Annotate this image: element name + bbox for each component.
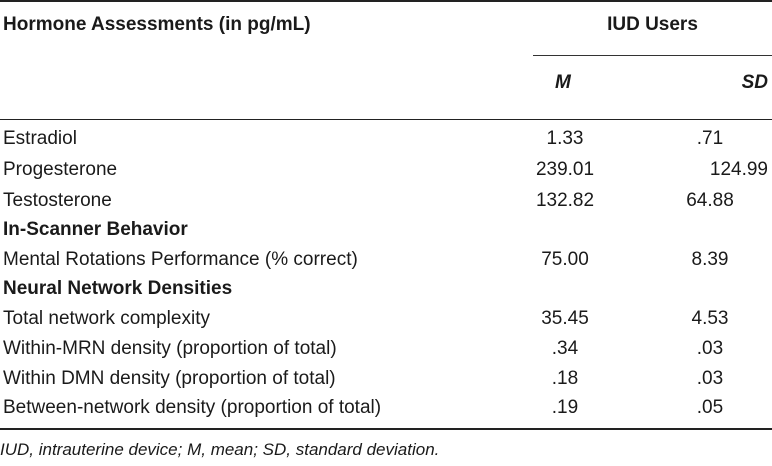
column-header-m: M <box>555 72 571 93</box>
header-title: Hormone Assessments (in pg/mL) <box>3 14 311 35</box>
section-row: In-Scanner Behavior <box>0 214 772 246</box>
table-footnote: IUD, intrauterine device; M, mean; SD, s… <box>0 440 440 459</box>
row-mean: 35.45 <box>541 308 589 329</box>
row-label: Total network complexity <box>3 308 210 329</box>
row-mean: 132.82 <box>535 190 595 211</box>
row-mean: 1.33 <box>546 128 584 149</box>
row-mean: 75.00 <box>541 249 589 270</box>
table-row: Within DMN density (proportion of total)… <box>0 363 772 395</box>
section-label: In-Scanner Behavior <box>3 219 188 240</box>
row-label: Testosterone <box>3 190 112 211</box>
section-row: Neural Network Densities <box>0 273 772 305</box>
row-mean: .18 <box>551 368 579 389</box>
row-sd: 64.88 <box>686 190 734 211</box>
section-label: Neural Network Densities <box>3 278 233 299</box>
column-header-sd: SD <box>741 72 768 93</box>
table-row: Estradiol 1.33 .71 <box>0 123 772 155</box>
table-row: Total network complexity 35.45 4.53 <box>0 303 772 335</box>
row-label: Estradiol <box>3 128 77 149</box>
table-row: Between-network density (proportion of t… <box>0 392 772 424</box>
table-row: Mental Rotations Performance (% correct)… <box>0 244 772 276</box>
header-rule <box>0 119 772 120</box>
row-sd: .71 <box>696 128 724 149</box>
row-label: Mental Rotations Performance (% correct) <box>3 249 358 270</box>
table-row: Testosterone 132.82 64.88 <box>0 185 772 217</box>
row-label: Progesterone <box>3 159 118 180</box>
table-row: Within-MRN density (proportion of total)… <box>0 333 772 365</box>
row-sd: 124.99 <box>709 159 768 180</box>
row-mean: 239.01 <box>535 159 595 180</box>
row-sd: .03 <box>696 338 724 359</box>
group-rule <box>533 55 772 56</box>
row-label: Between-network density (proportion of t… <box>3 397 382 418</box>
row-label: Within-MRN density (proportion of total) <box>3 338 337 359</box>
row-sd: 8.39 <box>691 249 729 270</box>
row-label: Within DMN density (proportion of total) <box>3 368 336 389</box>
group-header: IUD Users <box>607 14 698 35</box>
top-rule <box>0 0 772 2</box>
row-sd: .03 <box>696 368 724 389</box>
table-row: Progesterone 239.01 124.99 <box>0 154 772 186</box>
row-sd: 4.53 <box>691 308 729 329</box>
row-mean: .34 <box>551 338 579 359</box>
row-mean: .19 <box>551 397 579 418</box>
row-sd: .05 <box>696 397 724 418</box>
bottom-rule <box>0 428 772 430</box>
